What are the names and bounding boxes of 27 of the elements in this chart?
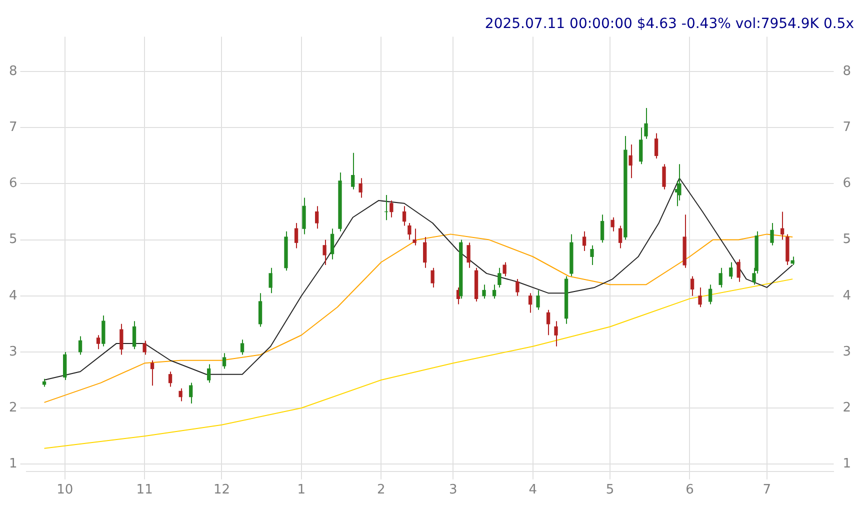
y-tick-label: 1 xyxy=(8,456,18,472)
y-tick-label: 8 xyxy=(8,64,18,79)
y2-tick-label: 8 xyxy=(842,64,852,79)
y2-tick-label: 1 xyxy=(842,456,852,472)
y2-tick-label: 7 xyxy=(842,120,852,136)
y2-tick-label: 5 xyxy=(842,232,852,248)
x-tick-label: 2 xyxy=(377,482,386,498)
y-tick-label: 7 xyxy=(8,120,18,136)
x-tick-label: 7 xyxy=(762,482,772,498)
x-tick-label: 4 xyxy=(528,482,537,498)
y-tick-label: 3 xyxy=(8,344,18,360)
y-tick-label: 2 xyxy=(8,400,18,416)
y-tick-label: 6 xyxy=(8,176,18,192)
y-tick-label: 5 xyxy=(8,232,18,248)
y2-tick-label: 3 xyxy=(842,344,852,360)
x-tick-label: 1 xyxy=(297,482,306,498)
chart-title: 2025.07.11 00:00:00 $4.63 -0.43% vol:7954.9K 0.5x xyxy=(484,16,854,32)
y2-tick-label: 6 xyxy=(842,176,852,192)
x-tick-label: 11 xyxy=(136,482,153,498)
x-tick-label: 6 xyxy=(686,482,694,498)
x-tick-label: 12 xyxy=(213,482,230,498)
x-tick-label: 3 xyxy=(449,482,458,498)
x-tick-label: 10 xyxy=(56,482,74,498)
y-tick-label: 4 xyxy=(8,288,18,304)
y2-tick-label: 2 xyxy=(842,400,852,416)
x-tick-label: 5 xyxy=(606,482,614,498)
y2-tick-label: 4 xyxy=(842,288,852,304)
